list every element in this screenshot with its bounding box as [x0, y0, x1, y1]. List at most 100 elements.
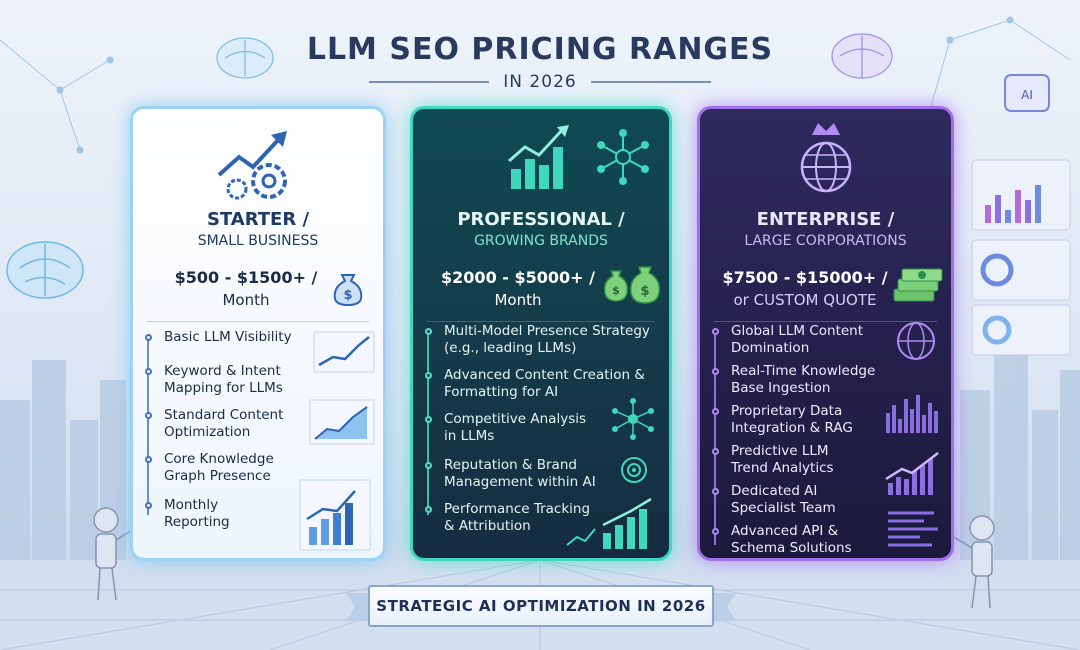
tier-name: PROFESSIONAL /	[457, 209, 625, 230]
footer-banner: STRATEGIC AI OPTIMIZATION IN 2026	[346, 585, 736, 627]
price-period: or CUSTOM QUOTE	[733, 291, 877, 309]
bullet-dot	[425, 506, 432, 513]
pricing-card-enterprise: ENTERPRISE / LARGE CORPORATIONS $7500 - …	[697, 106, 954, 561]
bullet-dot	[425, 328, 432, 335]
feature-label: Multi-Model Presence Strategy (e.g., lea…	[444, 323, 650, 356]
feature-item: Performance Tracking & Attribution	[425, 501, 595, 535]
feature-item: Multi-Model Presence Strategy (e.g., lea…	[425, 323, 660, 357]
tier-price: $2000 - $5000+ / Month	[423, 267, 613, 311]
svg-text:$: $	[612, 284, 620, 297]
feature-item: Keyword & Intent Mapping for LLMs	[145, 363, 285, 397]
pricing-card-professional: PROFESSIONAL / GROWING BRANDS $2000 - $5…	[410, 106, 672, 561]
tier-price: $7500 - $15000+ / or CUSTOM QUOTE	[710, 267, 900, 311]
tier-subtitle: GROWING BRANDS	[474, 233, 608, 249]
growth-chart-icon	[566, 497, 652, 549]
price-period: Month	[222, 291, 270, 309]
money-bag-icon: $	[333, 274, 363, 307]
trend-chart-icon	[885, 452, 939, 495]
tier-subtitle: SMALL BUSINESS	[197, 233, 319, 249]
bullet-dot	[712, 328, 719, 335]
network-icon	[612, 398, 654, 440]
feature-label: Monthly Reporting	[164, 497, 230, 530]
bullet-dot	[425, 462, 432, 469]
feature-label: Basic LLM Visibility	[164, 329, 292, 345]
ai-chip-icon: AI	[1004, 74, 1050, 112]
trend-gears-icon	[217, 131, 287, 200]
feature-item: Dedicated AI Specialist Team	[712, 483, 862, 517]
feature-item: Predictive LLM Trend Analytics	[712, 443, 862, 477]
feature-label: Keyword & Intent Mapping for LLMs	[164, 363, 283, 396]
feature-label: Real-Time Knowledge Base Ingestion	[731, 363, 876, 396]
svg-text:AI: AI	[1021, 88, 1033, 102]
bullet-dot	[712, 528, 719, 535]
feature-label: Predictive LLM Trend Analytics	[731, 443, 834, 476]
brain-icon-top-left	[216, 37, 274, 79]
price-period: Month	[494, 291, 542, 309]
svg-text:$: $	[343, 288, 352, 303]
feature-item: Advanced API & Schema Solutions	[712, 523, 862, 557]
tier-name: ENTERPRISE /	[756, 209, 895, 230]
bullet-dot	[712, 408, 719, 415]
bullet-dot	[425, 372, 432, 379]
feature-item: Advanced Content Creation & Formatting f…	[425, 367, 660, 401]
divider	[427, 321, 655, 322]
bullet-dot	[425, 416, 432, 423]
divider-right	[590, 81, 711, 83]
bullet-dot	[145, 368, 152, 375]
bullet-dot	[145, 456, 152, 463]
robot-left	[93, 507, 137, 601]
bullet-dot	[712, 368, 719, 375]
bar-chart-icon	[508, 125, 569, 189]
target-icon	[621, 457, 647, 483]
feature-item: Real-Time Knowledge Base Ingestion	[712, 363, 882, 397]
banner-text: STRATEGIC AI OPTIMIZATION IN 2026	[368, 585, 714, 627]
network-icon	[597, 129, 649, 185]
bar-chart-icon	[886, 395, 938, 433]
feature-item: Monthly Reporting	[145, 497, 265, 531]
bullet-dot	[145, 502, 152, 509]
tier-name: STARTER /	[206, 209, 310, 230]
feature-label: Dedicated AI Specialist Team	[731, 483, 836, 516]
divider-left	[369, 81, 490, 83]
feature-item: Core Knowledge Graph Presence	[145, 451, 295, 485]
dashboard-panels-right	[971, 159, 1071, 356]
feature-timeline	[147, 335, 149, 515]
feature-label: Proprietary Data Integration & RAG	[731, 403, 853, 436]
data-lines-icon	[888, 511, 938, 547]
divider	[714, 321, 937, 322]
bullet-dot	[145, 412, 152, 419]
feature-item: Standard Content Optimization	[145, 407, 295, 441]
bullet-dot	[712, 488, 719, 495]
price-range: $500 - $1500+ /	[174, 268, 318, 287]
price-range: $7500 - $15000+ /	[722, 268, 888, 287]
bullet-dot	[712, 448, 719, 455]
feature-label: Global LLM Content Domination	[731, 323, 864, 356]
feature-label: Standard Content Optimization	[164, 407, 284, 440]
feature-item: Competitive Analysis in LLMs	[425, 411, 590, 445]
globe-icon	[897, 322, 935, 360]
crown-globe-icon	[800, 123, 852, 193]
feature-label: Performance Tracking & Attribution	[444, 501, 591, 534]
brain-icon-left	[6, 241, 84, 299]
area-chart-icon	[309, 399, 375, 445]
feature-item: Proprietary Data Integration & RAG	[712, 403, 862, 437]
feature-label: Core Knowledge Graph Presence	[164, 451, 274, 484]
pricing-card-starter: STARTER / SMALL BUSINESS $500 - $1500+ /…	[130, 106, 386, 561]
tier-price: $500 - $1500+ / Month	[151, 267, 341, 311]
money-bags-icon: $ $	[603, 266, 661, 304]
page-subtitle: IN 2026	[503, 72, 577, 92]
feature-item: Global LLM Content Domination	[712, 323, 882, 357]
bar-chart-icon	[299, 479, 371, 551]
subtitle-row: IN 2026	[0, 72, 1080, 92]
feature-label: Advanced Content Creation & Formatting f…	[444, 367, 645, 400]
feature-timeline	[714, 335, 716, 545]
feature-item: Reputation & Brand Management within AI	[425, 457, 605, 491]
tier-subtitle: LARGE CORPORATIONS	[744, 233, 907, 249]
svg-text:$: $	[640, 284, 649, 299]
feature-label: Advanced API & Schema Solutions	[731, 523, 852, 556]
page-title: LLM SEO PRICING RANGES	[306, 32, 774, 67]
divider	[147, 321, 369, 322]
line-chart-icon	[313, 331, 375, 373]
feature-label: Competitive Analysis in LLMs	[444, 411, 587, 444]
feature-label: Reputation & Brand Management within AI	[444, 457, 596, 490]
